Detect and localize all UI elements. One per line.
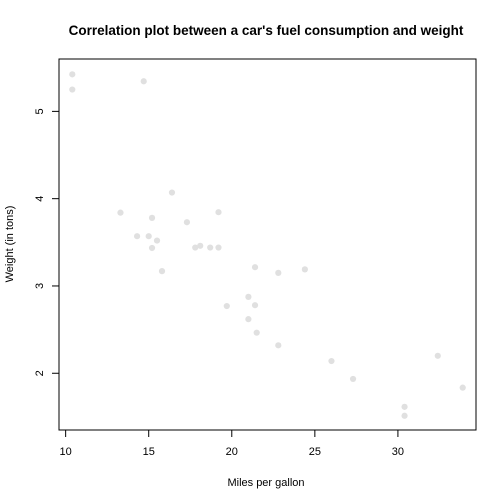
data-point: [459, 384, 466, 391]
data-point: [401, 403, 408, 410]
data-point: [215, 244, 222, 251]
x-tick-label: 15: [143, 446, 155, 458]
data-point: [301, 266, 308, 273]
data-point: [207, 244, 214, 251]
data-point: [192, 244, 199, 251]
y-tick-label: 3: [34, 283, 46, 289]
data-point: [148, 244, 156, 252]
data-point: [245, 316, 252, 323]
data-point: [349, 375, 357, 383]
data-point: [145, 233, 152, 240]
data-point: [168, 189, 176, 196]
x-tick-label: 30: [392, 446, 404, 458]
data-point: [140, 78, 147, 85]
data-point: [253, 329, 260, 336]
data-point: [215, 209, 222, 216]
data-point: [133, 233, 141, 240]
data-point: [251, 302, 259, 309]
data-point: [69, 71, 76, 78]
x-axis-label: Miles per gallon: [227, 477, 304, 489]
data-point: [275, 342, 282, 349]
data-point: [148, 214, 156, 221]
y-axis: 2 3 4 5: [34, 108, 60, 376]
data-point: [153, 237, 161, 244]
data-point: [223, 302, 230, 310]
y-tick-label: 2: [34, 370, 46, 376]
x-tick-label: 25: [309, 446, 321, 458]
y-axis-label: Weight (in tons): [4, 206, 16, 283]
data-point: [275, 269, 282, 276]
data-points: [69, 71, 466, 419]
x-axis: 10 15 20 25 30: [60, 429, 404, 458]
data-point: [158, 268, 166, 275]
x-tick-label: 20: [226, 446, 238, 458]
x-tick-label: 10: [60, 446, 72, 458]
data-point: [117, 209, 124, 216]
data-point: [328, 357, 335, 365]
data-point: [69, 86, 76, 93]
y-tick-label: 5: [34, 108, 46, 114]
data-point: [401, 412, 408, 419]
data-point: [251, 264, 259, 271]
data-point: [434, 352, 441, 359]
y-tick-label: 4: [34, 196, 46, 202]
chart-title: Correlation plot between a car's fuel co…: [69, 23, 464, 38]
data-point: [245, 293, 252, 300]
data-point: [183, 219, 191, 226]
data-point: [197, 242, 204, 249]
plot-area: [58, 58, 477, 431]
